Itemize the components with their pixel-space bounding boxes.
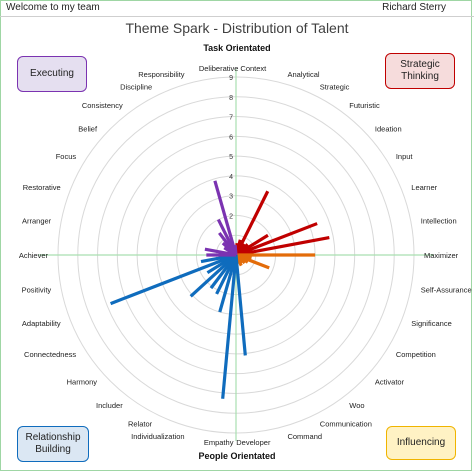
category-label: Connectedness <box>24 350 76 359</box>
category-label: Consistency <box>82 101 123 110</box>
category-label: Harmony <box>67 378 98 387</box>
category-label: Competition <box>396 350 436 359</box>
category-label: Focus <box>56 152 77 161</box>
category-label: Strategic <box>320 83 350 92</box>
r-tick-label: 8 <box>229 95 233 102</box>
r-tick-label: 2 <box>229 213 233 220</box>
r-tick-label: 9 <box>229 75 233 82</box>
category-label: Restorative <box>23 183 61 192</box>
category-label: Belief <box>78 124 98 133</box>
team-link[interactable]: Welcome to my team <box>6 2 100 13</box>
task-orientated-label: Task Orientated <box>203 43 271 53</box>
r-tick-label: 6 <box>229 134 233 141</box>
influencing-label: Influencing <box>396 437 446 448</box>
strategic-thinking-box: Strategic Thinking <box>385 53 455 89</box>
category-label: Learner <box>411 183 437 192</box>
category-label: Communication <box>320 419 372 428</box>
influencing-box: Influencing <box>386 426 456 460</box>
category-label: Discipline <box>120 83 152 92</box>
bar-harmony <box>189 253 238 298</box>
bar-individualization <box>218 254 238 313</box>
r-tick-label: 5 <box>229 154 233 161</box>
bar-deliberative <box>233 245 238 256</box>
bar-developer <box>234 254 247 356</box>
category-label: Self-Assurance <box>421 286 472 295</box>
strategic-thinking-label: Strategic Thinking <box>400 59 440 82</box>
category-label: Individualization <box>131 432 184 441</box>
category-label: Arranger <box>22 216 52 225</box>
category-label: Empathy <box>204 438 234 447</box>
executing-box: Executing <box>17 56 87 92</box>
bar-adaptability <box>110 253 237 306</box>
user-name: Richard Sterry <box>382 2 446 13</box>
category-label: Ideation <box>375 124 402 133</box>
category-label: Significance <box>411 319 451 328</box>
category-label: Analytical <box>287 70 319 79</box>
category-label: Context <box>240 64 267 73</box>
category-label: Maximizer <box>424 251 459 260</box>
category-label: Positivity <box>22 286 52 295</box>
chart-title: Theme Spark - Distribution of Talent <box>125 20 349 36</box>
relationship-building-label: Relationship Building <box>25 432 81 455</box>
bar-empathy <box>221 254 238 399</box>
top-bar: Welcome to my team Richard Sterry <box>0 0 474 17</box>
category-label: Relator <box>128 419 153 428</box>
r-tick-label: 4 <box>229 174 233 181</box>
category-label: Deliberative <box>199 64 239 73</box>
category-label: Woo <box>349 401 364 410</box>
r-tick-label: 3 <box>229 194 233 201</box>
category-label: Responsibility <box>138 70 185 79</box>
category-label: Command <box>287 432 322 441</box>
category-label: Developer <box>236 438 271 447</box>
executing-label: Executing <box>30 68 74 79</box>
relationship-building-box: Relationship Building <box>17 426 89 462</box>
category-label: Includer <box>96 401 123 410</box>
category-label: Adaptability <box>22 319 61 328</box>
category-label: Achiever <box>19 251 49 260</box>
r-tick-label: 7 <box>229 115 233 122</box>
category-label: Input <box>396 152 414 161</box>
category-label: Futuristic <box>349 101 380 110</box>
people-orientated-label: People Orientated <box>198 451 276 461</box>
bar-learner <box>235 222 318 257</box>
bar-responsibility <box>213 180 238 256</box>
bar-intellection <box>235 235 330 257</box>
bar-strategic <box>234 190 270 256</box>
category-label: Intellection <box>421 216 457 225</box>
category-label: Activator <box>375 378 405 387</box>
